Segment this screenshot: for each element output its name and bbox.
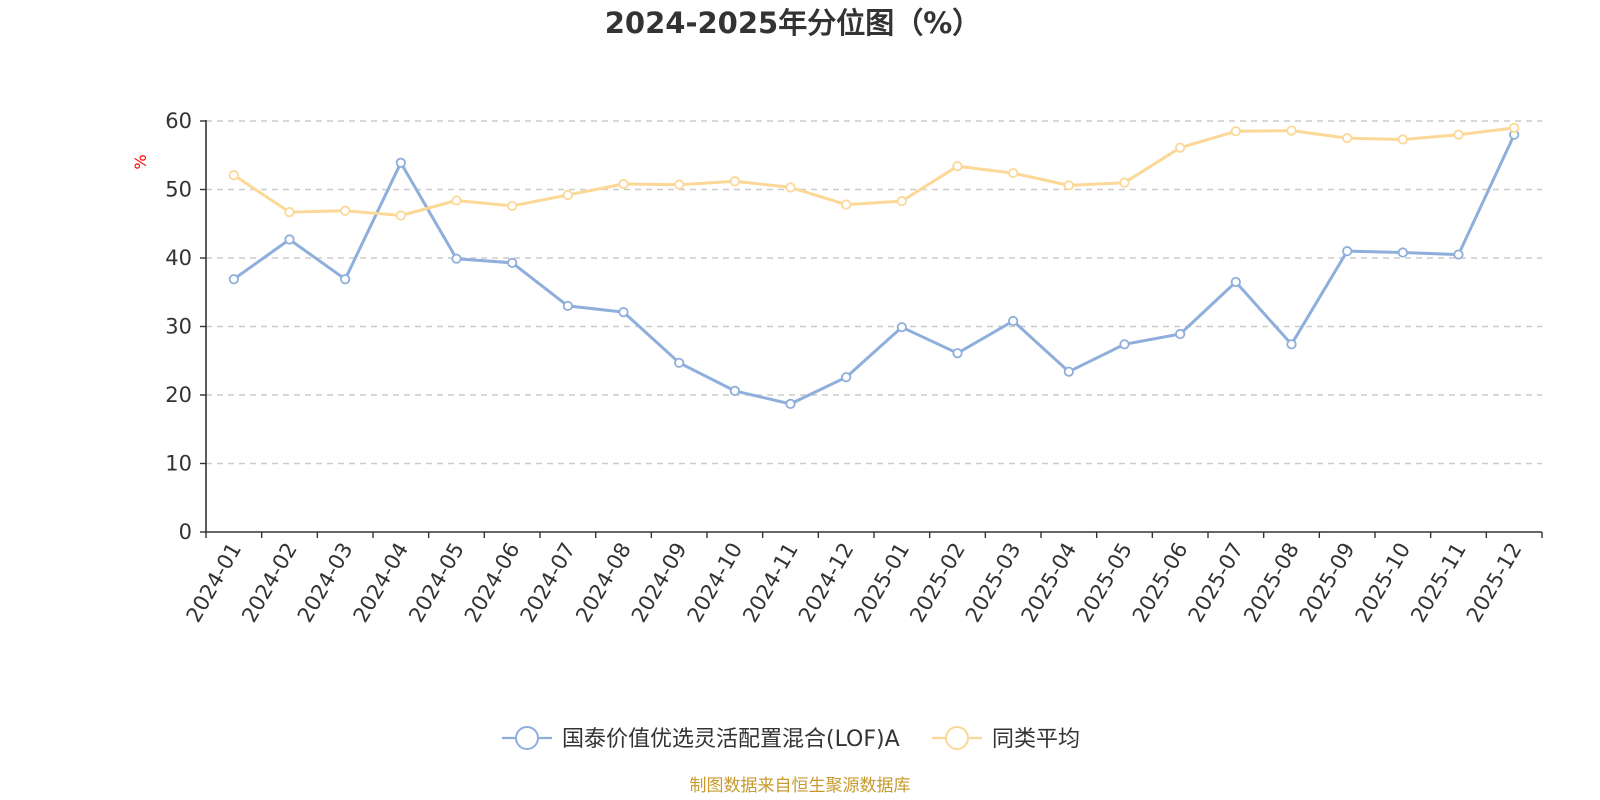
- data-point: [1119, 177, 1130, 188]
- x-tick-label: 2025-09: [1295, 539, 1360, 627]
- x-tick-labels: 2024-012024-022024-032024-042024-052024-…: [182, 539, 1527, 627]
- data-point: [340, 274, 351, 285]
- data-point: [507, 200, 518, 212]
- data-point: [618, 307, 629, 318]
- x-tick-label: 2025-02: [905, 539, 970, 627]
- data-point: [451, 253, 462, 264]
- data-point: [1230, 126, 1241, 137]
- data-point: [896, 322, 907, 333]
- data-point: [841, 372, 852, 383]
- data-point: [284, 207, 295, 218]
- data-point: [562, 189, 573, 201]
- x-tick-label: 2025-11: [1406, 539, 1471, 627]
- data-point: [1397, 134, 1408, 145]
- data-point: [1397, 247, 1408, 258]
- data-point: [228, 274, 239, 285]
- data-point: [674, 357, 685, 368]
- data-point: [562, 300, 573, 312]
- x-tick-label: 2024-12: [794, 539, 859, 627]
- data-point: [952, 348, 963, 359]
- data-point: [284, 234, 295, 245]
- x-tick-label: 2024-07: [516, 539, 581, 627]
- x-tick-label: 2025-05: [1072, 539, 1137, 627]
- data-point: [1175, 142, 1186, 153]
- data-point: [1342, 246, 1353, 257]
- data-point: [729, 385, 740, 396]
- data-point: [952, 161, 963, 172]
- x-tick-label: 2024-02: [237, 539, 302, 627]
- x-tick-label: 2024-06: [460, 539, 525, 627]
- y-axis-label: %: [131, 154, 150, 169]
- x-tick-label: 2025-03: [961, 539, 1026, 627]
- y-tick-labels: 0 10 20 30 40 50 60: [165, 109, 192, 544]
- data-point: [1063, 180, 1074, 191]
- x-tick-label: 2024-10: [683, 539, 748, 627]
- y-tick-label: 0: [179, 520, 192, 544]
- data-point: [1119, 339, 1130, 350]
- y-tick-label: 40: [165, 246, 192, 270]
- x-tick-label: 2024-03: [293, 539, 358, 627]
- x-tick-label: 2024-08: [571, 539, 636, 627]
- x-tick-label: 2025-06: [1128, 539, 1193, 627]
- data-point: [1063, 366, 1074, 377]
- legend-label: 国泰价值优选灵活配置混合(LOF)A: [562, 727, 900, 752]
- y-tick-label: 30: [165, 315, 192, 339]
- data-point: [451, 195, 462, 206]
- x-tick-label: 2025-07: [1184, 539, 1249, 627]
- legend: 国泰价值优选灵活配置混合(LOF)A 同类平均: [502, 726, 1080, 752]
- data-point: [841, 199, 852, 210]
- data-point: [228, 170, 239, 181]
- x-tick-label: 2025-08: [1239, 539, 1304, 627]
- y-tick-label: 20: [165, 383, 192, 407]
- legend-label: 同类平均: [992, 727, 1080, 752]
- series-line-1: [232, 134, 1516, 406]
- y-tick-label: 50: [165, 178, 192, 202]
- data-point: [1286, 125, 1297, 136]
- data-point: [896, 196, 907, 207]
- axes: [200, 120, 1543, 538]
- y-tick-label: 10: [165, 452, 192, 476]
- data-point: [618, 178, 629, 190]
- legend-marker: [945, 726, 969, 750]
- x-tick-label: 2025-10: [1351, 539, 1416, 627]
- legend-marker: [515, 726, 539, 750]
- data-point: [1230, 276, 1241, 288]
- x-tick-label: 2025-01: [850, 539, 915, 627]
- data-point: [1453, 129, 1464, 140]
- data-point: [785, 182, 796, 193]
- x-tick-label: 2024-09: [627, 539, 692, 627]
- y-tick-label: 60: [165, 109, 192, 133]
- source-note: 制图数据来自恒生聚源数据库: [690, 776, 911, 796]
- x-tick-label: 2025-04: [1017, 539, 1082, 627]
- data-point: [1286, 339, 1297, 350]
- data-point: [395, 157, 406, 168]
- data-point: [395, 210, 406, 221]
- data-point: [1509, 122, 1520, 133]
- data-point: [1175, 328, 1186, 340]
- x-tick-label: 2025-12: [1462, 539, 1527, 627]
- series: [228, 122, 1520, 410]
- data-point: [1008, 315, 1019, 327]
- x-tick-label: 2024-04: [349, 539, 414, 627]
- data-point: [729, 176, 740, 187]
- data-point: [507, 257, 518, 268]
- data-point: [1008, 167, 1019, 179]
- data-point: [785, 398, 796, 410]
- x-tick-label: 2024-01: [182, 539, 247, 627]
- data-point: [674, 179, 685, 190]
- x-tick-label: 2024-11: [738, 539, 803, 627]
- data-point: [1453, 249, 1464, 260]
- grid-lines: [206, 120, 1542, 465]
- series-line-2: [232, 126, 1515, 217]
- x-tick-label: 2024-05: [404, 539, 469, 627]
- chart-title: 2024-2025年分位图（%）: [605, 6, 982, 40]
- data-point: [1342, 133, 1353, 144]
- data-point: [340, 205, 351, 216]
